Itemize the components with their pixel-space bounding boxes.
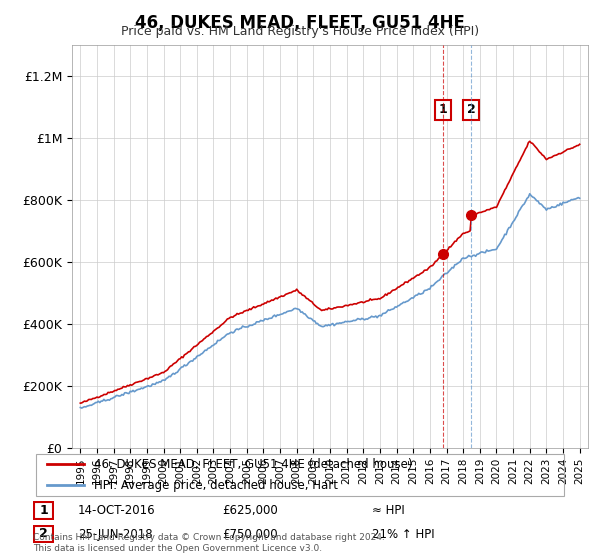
Text: £625,000: £625,000 — [222, 504, 278, 517]
Text: £750,000: £750,000 — [222, 528, 278, 541]
Text: 1: 1 — [39, 504, 48, 517]
Text: 14-OCT-2016: 14-OCT-2016 — [78, 504, 155, 517]
Text: ≈ HPI: ≈ HPI — [372, 504, 405, 517]
Text: Price paid vs. HM Land Registry's House Price Index (HPI): Price paid vs. HM Land Registry's House … — [121, 25, 479, 38]
Text: HPI: Average price, detached house, Hart: HPI: Average price, detached house, Hart — [94, 479, 338, 492]
Text: 2: 2 — [39, 528, 48, 540]
Text: 2: 2 — [467, 104, 476, 116]
Text: 46, DUKES MEAD, FLEET, GU51 4HE: 46, DUKES MEAD, FLEET, GU51 4HE — [135, 14, 465, 32]
Text: 46, DUKES MEAD, FLEET, GU51 4HE (detached house): 46, DUKES MEAD, FLEET, GU51 4HE (detache… — [94, 458, 413, 470]
Text: 21% ↑ HPI: 21% ↑ HPI — [372, 528, 434, 541]
Text: 1: 1 — [439, 104, 448, 116]
Text: 25-JUN-2018: 25-JUN-2018 — [78, 528, 152, 541]
Text: Contains HM Land Registry data © Crown copyright and database right 2024.
This d: Contains HM Land Registry data © Crown c… — [33, 533, 385, 553]
